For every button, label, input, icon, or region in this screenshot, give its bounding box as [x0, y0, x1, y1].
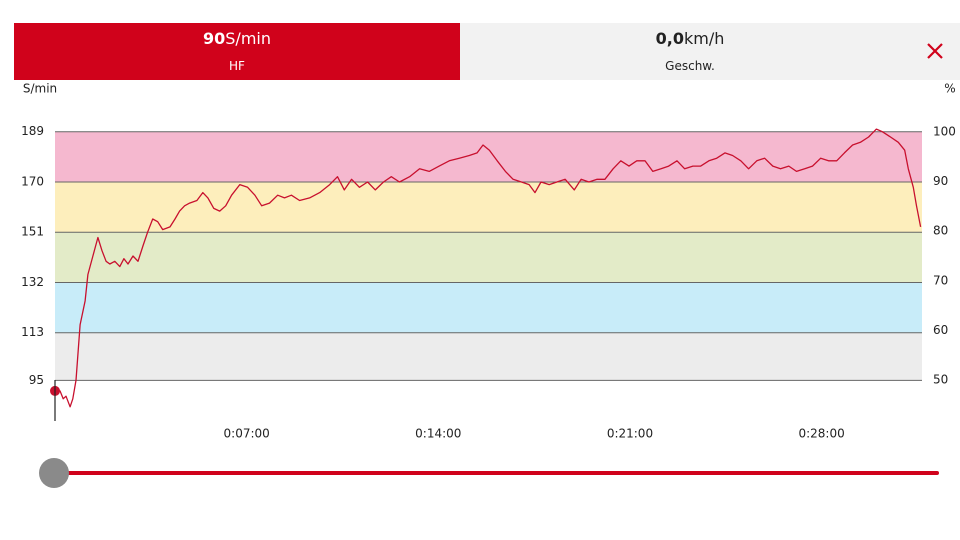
tab-value: 0,0km/h — [460, 29, 920, 48]
close-button[interactable] — [927, 43, 943, 59]
x-tick-label: 0:07:00 — [224, 427, 270, 441]
hr-line — [55, 128, 922, 408]
tab-label: HF — [229, 59, 245, 73]
x-tick-label: 0:14:00 — [415, 427, 461, 441]
x-tick-label: 0:21:00 — [607, 427, 653, 441]
unit: S/min — [225, 29, 271, 48]
close-icon — [927, 43, 943, 59]
zone-band — [55, 131, 922, 182]
y-tick-label: 151 — [21, 225, 44, 239]
y2-tick-label: 60 — [933, 323, 948, 337]
tab-hr[interactable]: 90S/min HF — [14, 23, 460, 80]
zone-band — [55, 232, 922, 283]
y-tick-label: 170 — [21, 174, 44, 188]
value: 0,0 — [655, 29, 684, 48]
tab-value: 90S/min — [14, 29, 460, 48]
zone-band — [55, 282, 922, 333]
y-axis-label: S/min — [23, 82, 57, 96]
y2-tick-label: 100 — [933, 124, 956, 138]
value: 90 — [203, 29, 226, 48]
y-tick-label: 189 — [21, 124, 44, 138]
y2-tick-label: 70 — [933, 273, 948, 287]
unit: km/h — [683, 29, 725, 48]
zone-band — [55, 181, 922, 233]
tab-speed[interactable]: 0,0km/h Geschw. — [460, 23, 960, 80]
zone-band — [55, 332, 922, 381]
y-tick-label: 132 — [21, 275, 44, 289]
y2-axis-label: % — [944, 82, 955, 96]
tab-label: Geschw. — [665, 59, 715, 73]
y2-tick-label: 90 — [933, 174, 948, 188]
y-tick-label: 95 — [29, 373, 44, 387]
y2-tick-label: 80 — [933, 224, 948, 238]
x-tick-label: 0:28:00 — [798, 427, 844, 441]
y-tick-label: 113 — [21, 325, 44, 339]
y2-tick-label: 50 — [933, 373, 948, 387]
slider-knob[interactable] — [39, 458, 69, 488]
